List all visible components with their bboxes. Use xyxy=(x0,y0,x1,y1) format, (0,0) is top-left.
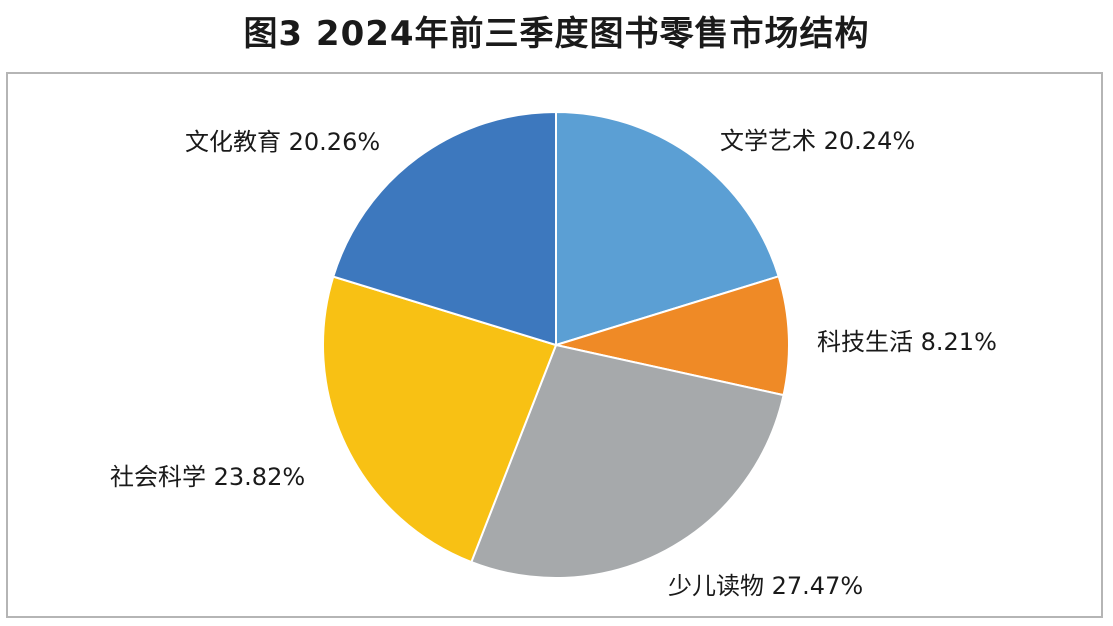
pie-slice-1 xyxy=(555,110,780,347)
pie-slice-2 xyxy=(552,275,790,397)
slice-label-2: 科技生活 8.21% xyxy=(817,328,997,356)
pie-slice-5 xyxy=(332,110,557,347)
pie-slice-4 xyxy=(322,275,558,564)
slice-label-4: 社会科学 23.82% xyxy=(110,463,305,491)
slice-label-3: 少儿读物 27.47% xyxy=(668,572,863,600)
slice-label-1: 文学艺术 20.24% xyxy=(720,127,915,155)
chart-title: 图3 2024年前三季度图书零售市场结构 xyxy=(243,14,870,54)
chart-frame xyxy=(6,72,1103,618)
pie-labels: 文学艺术 20.24% 科技生活 8.21% 少儿读物 27.47% 社会科学 23.… xyxy=(110,127,997,600)
slice-label-5: 文化教育 20.26% xyxy=(185,128,380,156)
pie-slices xyxy=(322,110,790,579)
pie-slice-3 xyxy=(470,343,785,579)
